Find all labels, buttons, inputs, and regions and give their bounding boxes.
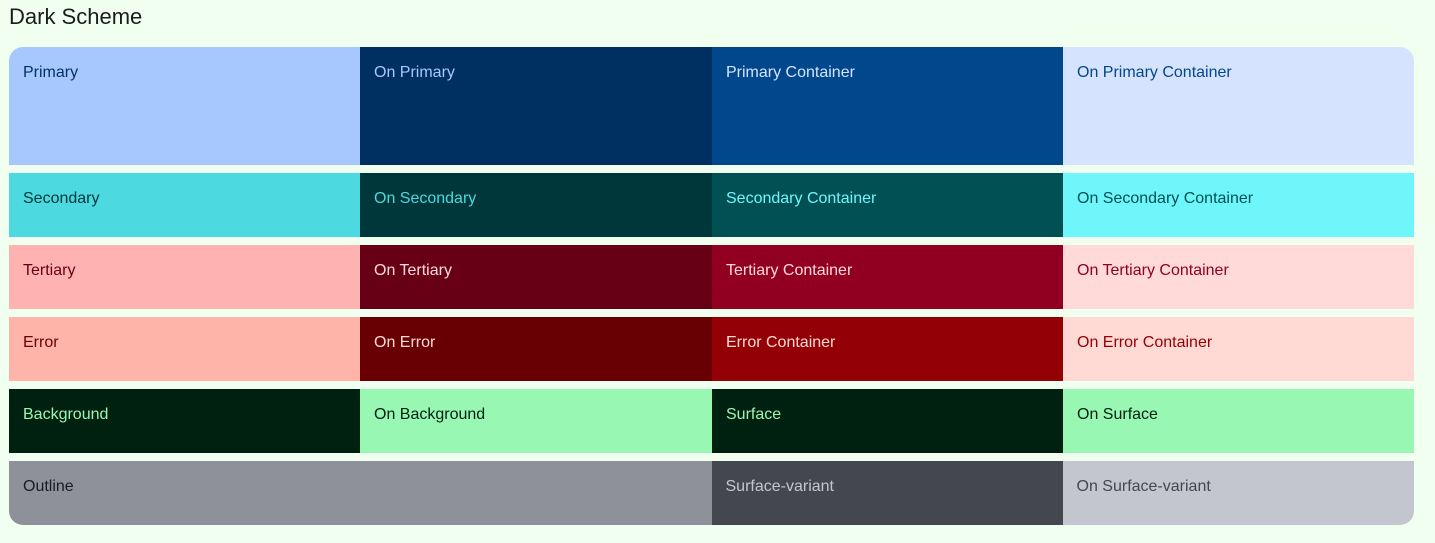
swatch-error: Error	[9, 317, 360, 381]
swatch-on-secondary-container: On Secondary Container	[1063, 173, 1414, 237]
swatch-on-background: On Background	[360, 389, 712, 453]
swatch-tertiary-container: Tertiary Container	[712, 245, 1063, 309]
swatch-error-container: Error Container	[712, 317, 1063, 381]
page-title: Dark Scheme	[9, 4, 143, 29]
palette-row-background: Background On Background Surface On Surf…	[9, 389, 1414, 453]
swatch-on-primary-container: On Primary Container	[1063, 47, 1414, 165]
swatch-on-error: On Error	[360, 317, 712, 381]
swatch-surface: Surface	[712, 389, 1063, 453]
swatch-primary: Primary	[9, 47, 360, 165]
swatch-background: Background	[9, 389, 360, 453]
palette-row-tertiary: Tertiary On Tertiary Tertiary Container …	[9, 245, 1414, 309]
swatch-on-surface-variant: On Surface-variant	[1062, 461, 1414, 525]
swatch-tertiary: Tertiary	[9, 245, 360, 309]
swatch-secondary-container: Secondary Container	[712, 173, 1063, 237]
swatch-on-surface: On Surface	[1063, 389, 1414, 453]
swatch-secondary: Secondary	[9, 173, 360, 237]
palette-row-primary: Primary On Primary Primary Container On …	[9, 47, 1414, 165]
palette-row-secondary: Secondary On Secondary Secondary Contain…	[9, 173, 1414, 237]
swatch-on-tertiary-container: On Tertiary Container	[1063, 245, 1414, 309]
color-palette: Primary On Primary Primary Container On …	[9, 47, 1414, 525]
swatch-surface-variant: Surface-variant	[711, 461, 1063, 525]
swatch-on-primary: On Primary	[360, 47, 712, 165]
swatch-on-secondary: On Secondary	[360, 173, 712, 237]
swatch-outline: Outline	[9, 461, 712, 525]
swatch-on-error-container: On Error Container	[1063, 317, 1414, 381]
palette-row-outline: Outline Surface-variant On Surface-varia…	[9, 461, 1414, 525]
swatch-on-tertiary: On Tertiary	[360, 245, 712, 309]
palette-row-error: Error On Error Error Container On Error …	[9, 317, 1414, 381]
swatch-primary-container: Primary Container	[712, 47, 1063, 165]
